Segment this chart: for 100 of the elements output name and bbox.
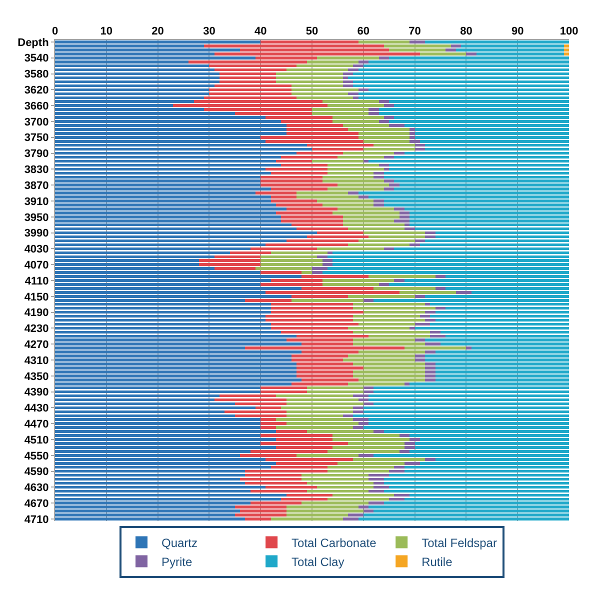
bar [214,52,420,56]
bar [414,358,426,362]
bar [55,180,261,183]
bar [425,362,436,366]
bar [414,295,426,298]
bar [55,275,302,278]
y-tick-label: 4630 [24,482,49,494]
bar [384,490,569,493]
bar [348,92,358,96]
bar [214,398,286,402]
bar [245,346,405,350]
y-tick-label: 4350 [24,370,49,383]
bar [55,40,261,44]
y-tick-label: 4590 [24,466,49,478]
bar [281,219,343,222]
bar [378,283,390,286]
bar [55,302,271,306]
bar [425,338,569,342]
bar [353,370,426,374]
bar [368,108,379,111]
y-tick-label: 3700 [24,116,49,128]
bar [564,48,569,52]
bar [368,160,569,163]
bar [55,462,276,465]
bar [374,430,384,433]
bar [374,454,569,457]
bar [266,291,400,294]
y-tick-label: 4030 [24,244,49,256]
bar [55,370,297,374]
bar [384,172,569,175]
x-tick-label: 40 [254,26,267,38]
bar [55,446,276,449]
bar [209,88,292,92]
bar [55,518,246,520]
y-tick-label: 4510 [24,434,49,446]
bar [327,168,384,171]
bar [384,204,569,206]
bar [55,406,256,410]
bar [358,518,569,520]
bar [414,338,426,342]
bar [358,196,369,198]
x-tick-label: 50 [306,26,318,38]
bar [430,334,446,338]
y-tick-label: 3870 [24,180,49,192]
bar [348,192,358,194]
bar [456,48,564,52]
bar [55,366,297,370]
y-tick-label: 4150 [24,291,49,304]
bar [353,306,436,310]
bar [353,374,426,378]
bar [368,112,379,115]
bar [55,124,286,127]
bar [55,216,282,218]
bar [425,366,436,370]
bar [260,259,322,262]
bar [389,124,405,127]
bar [410,40,426,44]
bar [368,398,569,402]
bar [410,132,415,135]
y-tick-label: 3790 [24,148,49,160]
legend-label: Total Feldspar [422,536,497,550]
bar [55,196,271,198]
bar [55,438,276,441]
bar [332,438,410,441]
x-tick-label: 80 [460,26,472,38]
bar [55,56,256,60]
bar [55,474,246,477]
bar [410,326,415,330]
bar [374,298,569,302]
bar [374,204,384,206]
bar [394,152,405,155]
bar [425,342,440,346]
bar [55,430,276,433]
bar [435,370,569,374]
bar [425,235,436,238]
bar [414,136,569,139]
bar [384,478,569,481]
bar [55,72,220,76]
bar [389,283,569,286]
bar [404,462,420,465]
bar [389,470,405,473]
bar [368,502,384,504]
bar [425,350,436,354]
bar [358,454,374,457]
bar [198,259,261,262]
bar [55,164,282,167]
bar [55,76,220,80]
y-tick-label: 3910 [24,196,49,208]
bar [378,56,390,60]
y-tick-label: 4710 [24,514,49,526]
y-tick-label: 4270 [24,338,49,351]
bar [394,279,405,282]
bar [353,84,569,88]
bar [368,474,390,477]
bar [425,358,569,362]
bar [404,227,415,230]
bar [55,350,302,354]
bar [55,422,261,425]
bar [276,76,343,80]
bar [353,410,364,414]
